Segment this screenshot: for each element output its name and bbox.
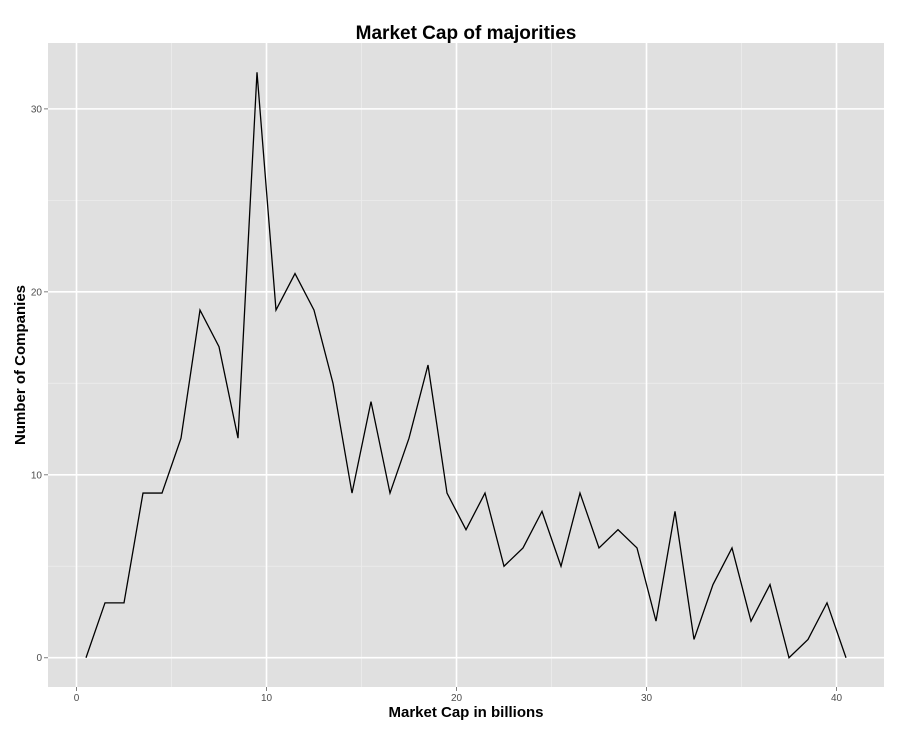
chart-title: Market Cap of majorities <box>356 23 577 44</box>
x-tick-label: 20 <box>451 693 463 704</box>
x-tick-label: 40 <box>831 693 843 704</box>
y-axis-title: Number of Companies <box>12 285 29 445</box>
y-tick-label: 20 <box>31 287 43 298</box>
y-axis-ticks: 0 10 20 30 <box>31 104 48 664</box>
y-tick-label: 0 <box>36 653 42 664</box>
y-tick-label: 10 <box>31 470 43 481</box>
x-axis-ticks: 0 10 20 30 40 <box>74 687 843 704</box>
grid-minor <box>48 43 884 687</box>
grid-major <box>48 43 884 687</box>
x-tick-label: 0 <box>74 693 80 704</box>
plot-panel <box>48 43 884 687</box>
y-tick-label: 30 <box>31 104 43 115</box>
series-line <box>85 72 847 659</box>
x-tick-label: 10 <box>261 693 273 704</box>
x-tick-label: 30 <box>641 693 653 704</box>
x-axis-title: Market Cap in billions <box>388 704 543 721</box>
